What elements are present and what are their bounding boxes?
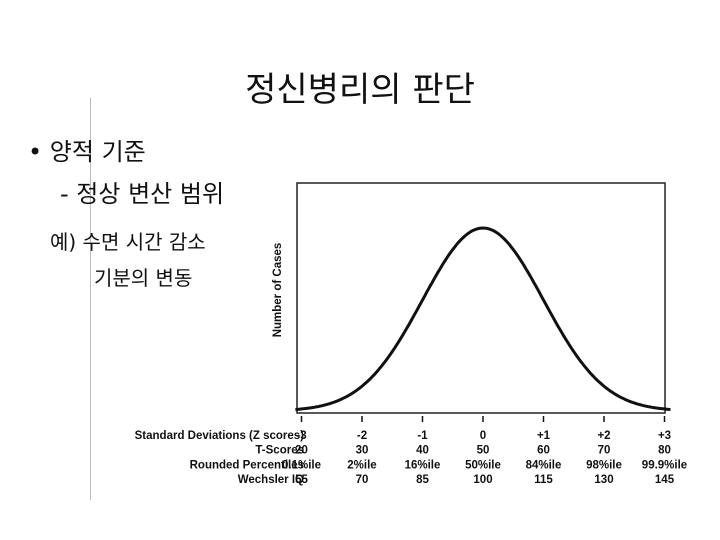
- cell: 0: [480, 430, 486, 442]
- cell: 145: [655, 474, 675, 486]
- example: 예) 수면 시간 감소: [50, 230, 206, 254]
- cell: 20: [295, 445, 308, 457]
- row-label: Standard Deviations (Z scores): [135, 430, 305, 442]
- cell: 16%ile: [405, 459, 441, 471]
- cell: 0.1%ile: [282, 459, 321, 471]
- divider: [90, 98, 91, 500]
- cell: 98%ile: [586, 459, 622, 471]
- row-label: Wechsler IQ: [238, 474, 304, 486]
- row-label: Rounded Percentiles: [190, 459, 304, 471]
- sub-bullet: - 정상 변산 범위: [60, 180, 225, 208]
- cell: -3: [296, 430, 306, 442]
- y-axis-label: Number of Cases: [272, 243, 284, 338]
- cell: 70: [356, 474, 369, 486]
- cell: 2%ile: [347, 459, 376, 471]
- bell-curve: [295, 226, 671, 411]
- example: 기분의 변동: [94, 266, 193, 290]
- cell: -1: [417, 430, 428, 442]
- cell: 60: [537, 445, 550, 457]
- cell: 30: [356, 445, 369, 457]
- cell: 40: [416, 445, 429, 457]
- cell: 100: [473, 474, 492, 486]
- slide-title: 정신병리의 판단: [245, 70, 475, 110]
- cell: 80: [658, 445, 671, 457]
- cell: 85: [416, 474, 429, 486]
- cell: -2: [357, 430, 367, 442]
- cell: 99.9%ile: [642, 459, 687, 471]
- cell: +1: [537, 430, 551, 442]
- cell: 55: [295, 474, 308, 486]
- cell: 84%ile: [526, 459, 562, 471]
- figure-frame: [296, 182, 666, 414]
- cell: +3: [658, 430, 671, 442]
- cell: 130: [594, 474, 613, 486]
- cell: 50%ile: [465, 459, 501, 471]
- cell: 115: [534, 474, 553, 486]
- cell: 70: [598, 445, 611, 457]
- bullet: • 양적 기준: [28, 138, 146, 166]
- row-label: T-Scores: [255, 445, 304, 457]
- cell: +2: [597, 430, 610, 442]
- cell: 50: [477, 445, 490, 457]
